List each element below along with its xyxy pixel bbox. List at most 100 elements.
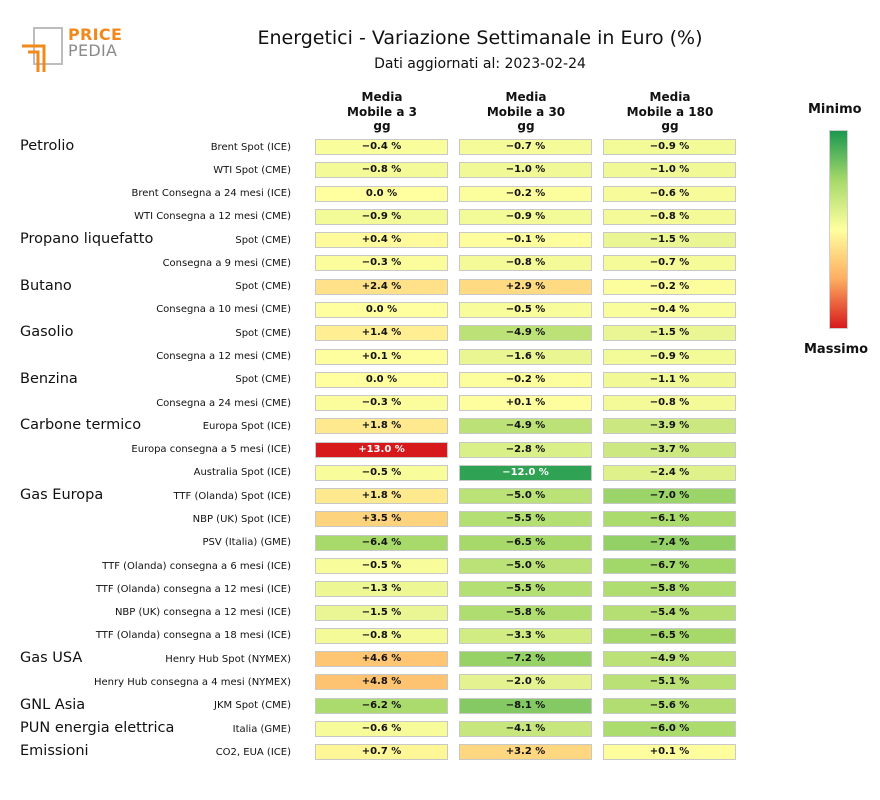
heatmap-cell: −1.3 % xyxy=(315,581,448,598)
row-label: Consegna a 9 mesi (CME) xyxy=(162,257,291,269)
heatmap-cell: −6.2 % xyxy=(315,697,448,714)
column-header-2: Media Mobile a 30 gg xyxy=(486,90,566,133)
legend-min-label: Minimo xyxy=(808,102,862,117)
row-label: TTF (Olanda) consegna a 18 mesi (ICE) xyxy=(95,630,291,642)
group-label: Emissioni xyxy=(20,743,89,760)
chart-subtitle: Dati aggiornati al: 2023-02-24 xyxy=(374,56,586,72)
heatmap-cell: −7.0 % xyxy=(603,488,736,505)
heatmap-cell: +2.4 % xyxy=(315,278,448,295)
row-label: Italia (GME) xyxy=(232,723,291,735)
row-label: TTF (Olanda) consegna a 6 mesi (ICE) xyxy=(102,560,291,572)
group-label: Gas Europa xyxy=(20,487,104,504)
heatmap-cell: −0.5 % xyxy=(315,464,448,481)
heatmap-cell: −0.9 % xyxy=(459,208,592,225)
heatmap-cell: +0.1 % xyxy=(315,348,448,365)
heatmap-cell: +2.9 % xyxy=(459,278,592,295)
group-label: Propano liquefatto xyxy=(20,231,154,248)
row-label: Spot (CME) xyxy=(235,234,291,246)
row-label: Consegna a 10 mesi (CME) xyxy=(156,304,291,316)
heatmap-cell: −2.8 % xyxy=(459,441,592,458)
heatmap-cell: −0.5 % xyxy=(459,301,592,318)
heatmap-cell: −1.6 % xyxy=(459,348,592,365)
row-label: Australia Spot (ICE) xyxy=(193,467,291,479)
heatmap-cell: −0.7 % xyxy=(459,139,592,155)
group-label: Gas USA xyxy=(20,650,83,667)
heatmap-cell: −0.2 % xyxy=(603,278,736,295)
heatmap-cell: +0.1 % xyxy=(603,744,736,761)
column-header-3: Media Mobile a 180 gg xyxy=(626,90,714,133)
heatmap-cell: −0.3 % xyxy=(315,255,448,272)
heatmap-cell: −6.0 % xyxy=(603,721,736,737)
row-label: PSV (Italia) (GME) xyxy=(202,537,291,549)
heatmap-cell: +1.8 % xyxy=(315,488,448,505)
row-label: Henry Hub Spot (NYMEX) xyxy=(165,653,291,665)
heatmap-cell: −0.4 % xyxy=(603,301,736,318)
heatmap-cell: −4.9 % xyxy=(459,418,592,435)
group-label: Gasolio xyxy=(20,324,74,341)
heatmap-cell: −3.7 % xyxy=(603,441,736,458)
heatmap-cell: −0.6 % xyxy=(603,185,736,202)
heatmap-cell: −5.6 % xyxy=(603,697,736,714)
heatmap-cell: −5.1 % xyxy=(603,674,736,691)
heatmap-cell: +4.8 % xyxy=(315,674,448,691)
logo-mark-icon xyxy=(22,27,63,72)
column-header-1: Media Mobile a 3 gg xyxy=(347,90,417,133)
heatmap-cell: −0.2 % xyxy=(459,185,592,202)
heatmap-cell: +3.2 % xyxy=(459,744,592,761)
heatmap-cell: −5.5 % xyxy=(459,581,592,598)
heatmap-cell: −3.3 % xyxy=(459,627,592,644)
heatmap-cell: −0.9 % xyxy=(603,348,736,365)
row-label: WTI Spot (CME) xyxy=(213,164,291,176)
heatmap-cell: −6.4 % xyxy=(315,534,448,551)
row-label: Spot (CME) xyxy=(235,281,291,293)
heatmap-cell: −5.4 % xyxy=(603,604,736,621)
row-label: Henry Hub consegna a 4 mesi (NYMEX) xyxy=(93,676,291,688)
heatmap-cell: −1.5 % xyxy=(603,325,736,342)
heatmap-cell: −0.8 % xyxy=(603,208,736,225)
heatmap-cell: −4.1 % xyxy=(459,721,592,737)
heatmap-cell: −0.9 % xyxy=(315,208,448,225)
legend-max-label: Massimo xyxy=(804,342,869,357)
row-label: WTI Consegna a 12 mesi (CME) xyxy=(134,211,291,223)
row-label: JKM Spot (CME) xyxy=(214,700,291,712)
row-label: Consegna a 12 mesi (CME) xyxy=(156,351,291,363)
legend-colorbar xyxy=(829,130,848,329)
heatmap-cell: 0.0 % xyxy=(315,371,448,388)
heatmap-cell: −0.2 % xyxy=(459,371,592,388)
heatmap-cell: −7.2 % xyxy=(459,651,592,668)
pricepedia-logo: PRICE PEDIA xyxy=(20,24,124,74)
heatmap-cell: −5.8 % xyxy=(459,604,592,621)
heatmap-cell: −1.0 % xyxy=(459,162,592,179)
heatmap-cell: −5.0 % xyxy=(459,488,592,505)
heatmap-cell: −8.1 % xyxy=(459,697,592,714)
group-label: Petrolio xyxy=(20,138,75,154)
heatmap-cell: −5.5 % xyxy=(459,511,592,528)
heatmap-cell: −5.8 % xyxy=(603,581,736,598)
heatmap-cell: −0.8 % xyxy=(459,255,592,272)
heatmap-cell: −1.5 % xyxy=(315,604,448,621)
heatmap-cell: −6.5 % xyxy=(603,627,736,644)
group-label: Benzina xyxy=(20,370,78,387)
row-label: TTF (Olanda) Spot (ICE) xyxy=(173,490,291,502)
chart-title: Energetici - Variazione Settimanale in E… xyxy=(257,27,703,49)
row-label: Spot (CME) xyxy=(235,327,291,339)
heatmap-cell: −1.0 % xyxy=(603,162,736,179)
logo-text-price: PRICE xyxy=(68,25,123,44)
heatmap-cell: −6.5 % xyxy=(459,534,592,551)
row-label: Spot (CME) xyxy=(235,374,291,386)
heatmap-cell: −0.1 % xyxy=(459,232,592,249)
group-label: Butano xyxy=(20,277,72,294)
row-label: Brent Spot (ICE) xyxy=(210,141,291,153)
heatmap-cell: −0.6 % xyxy=(315,721,448,737)
group-label: Carbone termico xyxy=(20,417,142,434)
heatmap-cell: −6.1 % xyxy=(603,511,736,528)
heatmap-cell: −2.0 % xyxy=(459,674,592,691)
heatmap-cell: −0.8 % xyxy=(315,162,448,179)
heatmap-cell: +1.8 % xyxy=(315,418,448,435)
logo-text-pedia: PEDIA xyxy=(68,41,118,60)
heatmap-cell: −5.0 % xyxy=(459,558,592,575)
heatmap-cell: −2.4 % xyxy=(603,464,736,481)
group-label: GNL Asia xyxy=(20,696,86,713)
heatmap-cell: −0.9 % xyxy=(603,139,736,155)
heatmap-cell: −7.4 % xyxy=(603,534,736,551)
